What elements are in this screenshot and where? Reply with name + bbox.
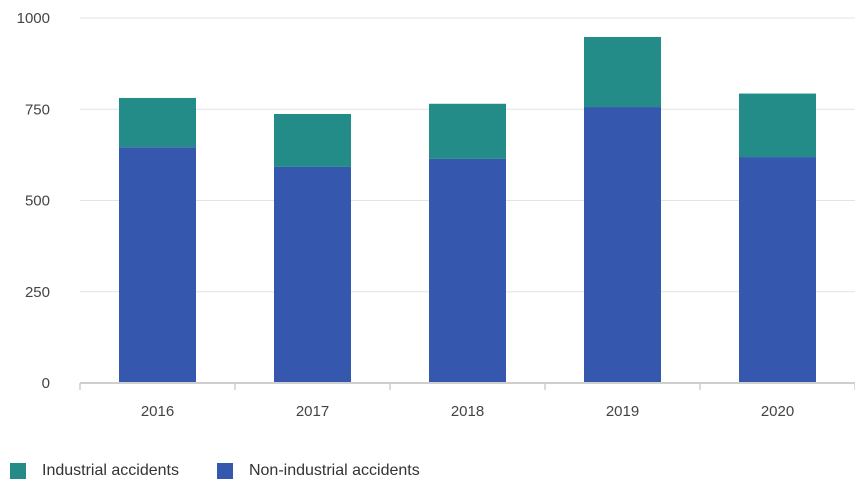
y-tick-label-500: 500 <box>25 193 50 210</box>
x-tick-label-2019: 2019 <box>606 403 639 420</box>
bar-non-industrial-2017 <box>274 166 351 383</box>
bar-non-industrial-2019 <box>584 107 661 383</box>
y-tick-label-1000: 1000 <box>17 10 50 27</box>
x-tick-label-2018: 2018 <box>451 403 484 420</box>
legend-label-non-industrial: Non-industrial accidents <box>248 462 420 479</box>
y-axis-tick-labels: 0 250 500 750 1000 <box>17 10 50 392</box>
legend-item-non-industrial: Non-industrial accidents <box>216 462 420 480</box>
y-tick-label-0: 0 <box>42 375 50 392</box>
x-tick-label-2017: 2017 <box>296 403 329 420</box>
bar-industrial-2019 <box>584 36 661 108</box>
bar-non-industrial-2018 <box>429 158 506 383</box>
x-tick-label-2020: 2020 <box>761 403 794 420</box>
legend-swatch-non-industrial <box>216 463 233 479</box>
bar-industrial-2016 <box>119 97 196 148</box>
bar-non-industrial-2016 <box>119 147 196 383</box>
legend: Industrial accidents Non-industrial acci… <box>10 462 458 480</box>
legend-swatch-industrial <box>10 463 26 479</box>
y-tick-label-750: 750 <box>25 101 50 118</box>
bar-industrial-2017 <box>274 113 351 167</box>
bars <box>119 36 816 383</box>
y-tick-label-250: 250 <box>25 284 50 301</box>
bar-non-industrial-2020 <box>739 157 816 383</box>
bar-industrial-2020 <box>739 93 816 158</box>
legend-item-industrial: Industrial accidents <box>10 462 179 480</box>
bar-industrial-2018 <box>429 103 506 159</box>
x-axis <box>79 382 855 390</box>
x-tick-label-2016: 2016 <box>141 403 174 420</box>
x-axis-tick-labels: 2016 2017 2018 2019 2020 <box>141 403 794 420</box>
legend-label-industrial: Industrial accidents <box>42 462 179 479</box>
